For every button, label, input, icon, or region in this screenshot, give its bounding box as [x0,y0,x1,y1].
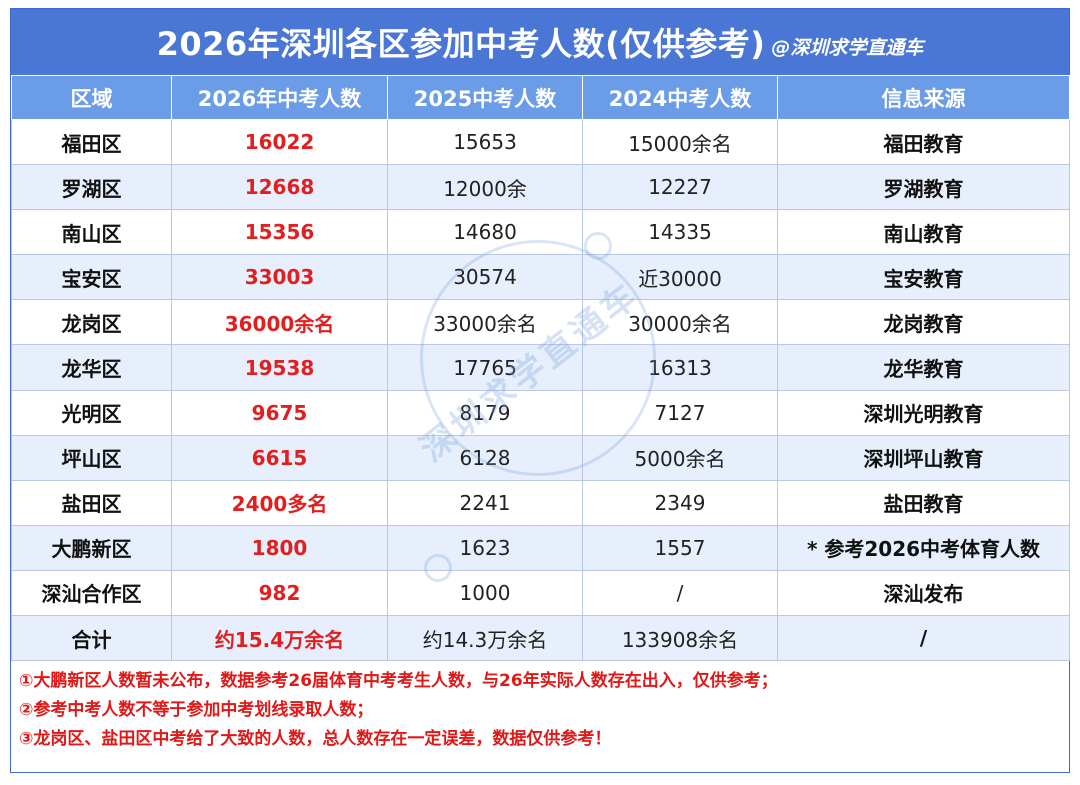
cell-y2025: 14680 [387,209,583,256]
table-row: 龙岗区 36000余名 33000余名 30000余名 龙岗教育 [11,299,1070,346]
column-header-2025: 2025中考人数 [387,75,583,120]
table-row: 宝安区 33003 30574 近30000 宝安教育 [11,254,1070,301]
table-row: 坪山区 6615 6128 5000余名 深圳坪山教育 [11,434,1070,481]
cell-district: 龙华区 [11,344,172,391]
table-row: 大鹏新区 1800 1623 1557 * 参考2026中考体育人数 [11,524,1070,571]
exam-count-table: 区域 2026年中考人数 2025中考人数 2024中考人数 信息来源 福田区 1… [11,75,1070,662]
cell-y2024: 12227 [582,164,778,211]
cell-source: / [777,615,1070,662]
data-sheet: 2026年深圳各区参加中考人数(仅供参考) @深圳求学直通车 区域 2026年中… [10,8,1070,773]
cell-y2026: 9675 [171,389,388,436]
cell-y2025: 6128 [387,434,583,481]
cell-y2024: 1557 [582,524,778,571]
cell-y2025: 15653 [387,118,583,166]
title-bar: 2026年深圳各区参加中考人数(仅供参考) @深圳求学直通车 [11,9,1069,75]
table-row: 深汕合作区 982 1000/深汕发布 [11,569,1070,617]
table-row: 福田区 16022 15653 15000余名 福田教育 [11,118,1070,166]
watermark-dot [424,554,452,582]
cell-district: 大鹏新区 [11,524,172,571]
cell-y2024: 15000余名 [582,118,778,166]
cell-y2026: 15356 [171,209,388,256]
cell-y2024: 16313 [582,344,778,391]
table-row: 罗湖区 12668 12000余 12227 罗湖教育 [11,164,1070,211]
cell-y2026: 982 [171,569,388,617]
cell-y2025: 33000余名 [387,299,583,346]
column-header-2024: 2024中考人数 [582,75,778,120]
cell-y2025: 1000 [387,569,583,617]
table-row: 盐田区 2400多名 2241 2349 盐田教育 [11,479,1070,526]
table-header-row: 区域 2026年中考人数 2025中考人数 2024中考人数 信息来源 [11,75,1070,120]
cell-y2026: 6615 [171,434,388,481]
cell-district: 福田区 [11,118,172,166]
cell-district: 坪山区 [11,434,172,481]
cell-y2024: / [582,569,778,617]
cell-y2026: 33003 [171,254,388,301]
note-3: ③龙岗区、盐田区中考给了大致的人数，总人数存在一定误差，数据仅供参考！ [19,729,612,750]
cell-source: 龙岗教育 [777,299,1070,346]
cell-y2026: 约15.4万余名 [171,615,388,662]
watermark-dot [584,232,612,260]
cell-source: 深圳坪山教育 [777,434,1070,481]
cell-y2026: 12668 [171,164,388,211]
cell-y2024: 133908余名 [582,615,778,662]
cell-district: 盐田区 [11,479,172,526]
cell-y2026: 1800 [171,524,388,571]
cell-y2025: 约14.3万余名 [387,615,583,662]
cell-y2024: 14335 [582,209,778,256]
table-row: 光明区 9675 8179 7127 深圳光明教育 [11,389,1070,436]
column-header-source: 信息来源 [777,75,1070,120]
cell-y2024: 30000余名 [582,299,778,346]
table-row: 南山区 15356 14680 14335 南山教育 [11,209,1070,256]
table-row: 龙华区 19538 17765 16313 龙华教育 [11,344,1070,391]
author-handle: @深圳求学直通车 [771,36,924,59]
cell-y2024: 2349 [582,479,778,526]
table-body: 福田区 16022 15653 15000余名 福田教育 罗湖区 12668 12000余 12… [11,118,1070,662]
note-2: ②参考中考人数不等于参加中考划线录取人数； [19,700,374,721]
cell-y2025: 12000余 [387,164,583,211]
cell-district: 罗湖区 [11,164,172,211]
cell-y2026: 19538 [171,344,388,391]
cell-y2025: 30574 [387,254,583,301]
notes-section: ①大鹏新区人数暂未公布，数据参考26届体育中考考生人数，与26年实际人数存在出入… [11,661,1069,754]
cell-district: 光明区 [11,389,172,436]
cell-district: 南山区 [11,209,172,256]
table-row: 合计 约15.4万余名 约14.3万余名 133908余名 / [11,615,1070,662]
note-1: ①大鹏新区人数暂未公布，数据参考26届体育中考考生人数，与26年实际人数存在出入… [19,671,778,692]
cell-source: * 参考2026中考体育人数 [777,524,1070,571]
cell-source: 罗湖教育 [777,164,1070,211]
cell-source: 南山教育 [777,209,1070,256]
cell-source: 宝安教育 [777,254,1070,301]
cell-y2024: 5000余名 [582,434,778,481]
column-header-2026: 2026年中考人数 [171,75,388,120]
cell-source: 深汕发布 [777,569,1070,617]
cell-y2025: 2241 [387,479,583,526]
cell-source: 福田教育 [777,118,1070,166]
cell-y2025: 8179 [387,389,583,436]
column-header-district: 区域 [11,75,172,120]
cell-y2024: 近30000 [582,254,778,301]
cell-y2025: 1623 [387,524,583,571]
cell-y2026: 16022 [171,118,388,166]
cell-district: 合计 [11,615,172,662]
cell-source: 龙华教育 [777,344,1070,391]
cell-source: 深圳光明教育 [777,389,1070,436]
page-title: 2026年深圳各区参加中考人数(仅供参考) [156,25,766,63]
cell-y2025: 17765 [387,344,583,391]
cell-y2024: 7127 [582,389,778,436]
cell-y2026: 36000余名 [171,299,388,346]
cell-district: 深汕合作区 [11,569,172,617]
cell-source: 盐田教育 [777,479,1070,526]
cell-y2026: 2400多名 [171,479,388,526]
cell-district: 龙岗区 [11,299,172,346]
cell-district: 宝安区 [11,254,172,301]
